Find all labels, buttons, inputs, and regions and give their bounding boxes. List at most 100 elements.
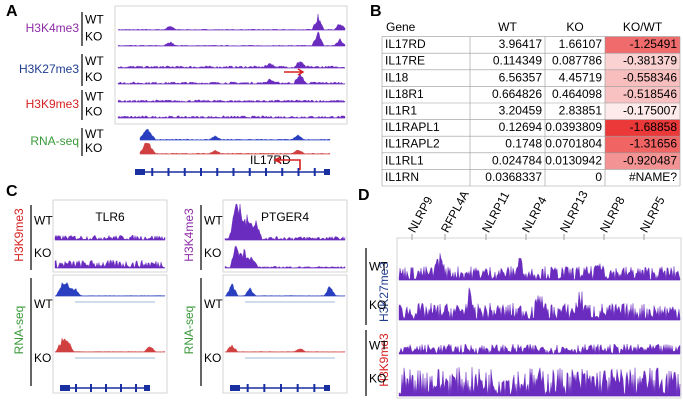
- panel-label: D: [358, 187, 370, 204]
- row-label: WT: [85, 127, 104, 141]
- heat-cell: [605, 136, 680, 153]
- signal-track: [54, 259, 166, 269]
- row-label: KO: [204, 351, 221, 365]
- row-label: WT: [369, 259, 388, 273]
- table-cell: 0.1748: [505, 137, 542, 151]
- heat-cell: [605, 86, 680, 103]
- table-cell: 0.024784: [492, 153, 542, 167]
- table-cell: 0.0130942: [545, 153, 602, 167]
- exon: [135, 384, 137, 392]
- row-label: WT: [85, 54, 104, 68]
- table-cell: 1.66107: [559, 37, 603, 51]
- table-cell: IL17RD: [385, 37, 426, 51]
- heat-cell: [605, 103, 680, 120]
- mark-label: H3K4me3: [26, 21, 80, 35]
- table-cell: #NAME?: [629, 170, 677, 184]
- arrow: [284, 68, 305, 76]
- exon: [313, 384, 316, 392]
- mark-label: H3K27me3: [377, 262, 391, 322]
- mark-label: H3K4me3: [182, 208, 196, 262]
- table-header: WT: [498, 20, 517, 34]
- table-cell: -0.175007: [623, 103, 677, 117]
- exon: [246, 384, 249, 392]
- row-label: KO: [369, 298, 386, 312]
- signal-track: [139, 128, 331, 141]
- table-cell: 0: [595, 170, 602, 184]
- exon: [200, 168, 202, 176]
- row-label: KO: [85, 70, 102, 84]
- signal-track: [117, 72, 346, 85]
- track-box: [114, 5, 348, 125]
- row-label: KO: [85, 30, 102, 44]
- signal-track: [54, 234, 166, 241]
- gene-name: NLRP9: [405, 194, 436, 235]
- table-cell: 0.0393809: [545, 120, 602, 134]
- exon: [297, 168, 300, 176]
- gene-name: RFPL4A: [438, 188, 472, 235]
- table-cell: -1.31656: [630, 137, 678, 151]
- table-cell: -0.518546: [623, 87, 677, 101]
- row-label: WT: [204, 213, 223, 227]
- row-label: WT: [34, 297, 53, 311]
- table-cell: IL1RAPL2: [385, 137, 440, 151]
- mark-label: H3K9me3: [26, 97, 80, 111]
- heat-cell: [605, 119, 680, 137]
- heat-cell: [605, 169, 680, 186]
- table-cell: 0.0701804: [545, 137, 602, 151]
- gene-name: NLRP5: [637, 194, 668, 235]
- table-cell: -0.920487: [623, 153, 677, 167]
- table-cell: -1.25491: [630, 37, 678, 51]
- table-cell: IL1RL1: [385, 153, 424, 167]
- gene-name: TLR6: [95, 210, 125, 224]
- exon: [135, 169, 145, 175]
- panel-label: B: [370, 3, 382, 20]
- exon: [313, 168, 316, 176]
- table-header: KO: [566, 20, 583, 34]
- table-cell: 0.464098: [552, 87, 602, 101]
- exon: [183, 168, 186, 176]
- row-label: KO: [369, 372, 386, 386]
- table-header: KO/WT: [623, 20, 663, 34]
- signal-track: [398, 367, 681, 397]
- row-label: WT: [369, 339, 388, 353]
- heat-cell: [605, 69, 680, 87]
- gene-name: PTGER4: [261, 210, 309, 224]
- mark-label: RNA-seq: [182, 306, 196, 355]
- panel-label: A: [6, 3, 18, 20]
- exon: [105, 384, 107, 392]
- signal-track: [117, 31, 346, 47]
- exon: [120, 384, 122, 392]
- row-label: KO: [85, 105, 102, 119]
- mark-label: H3K27me3: [19, 62, 79, 76]
- arrow: [273, 156, 301, 170]
- exon: [216, 168, 219, 176]
- table-cell: 0.087786: [552, 54, 602, 68]
- signal-track: [224, 245, 346, 269]
- track-box: [222, 274, 348, 394]
- exon: [151, 168, 154, 176]
- signal-track: [117, 13, 346, 31]
- table-cell: -1.68858: [630, 120, 678, 134]
- row-label: WT: [85, 90, 104, 104]
- gene-name: NLRP4: [519, 194, 550, 235]
- table-cell: IL18: [385, 70, 409, 84]
- table-cell: IL18R1: [385, 87, 424, 101]
- table-cell: 0.114349: [493, 54, 542, 68]
- exon: [265, 168, 267, 176]
- mark-label: RNA-seq: [12, 306, 26, 355]
- signal-track: [398, 287, 681, 321]
- table-cell: 6.56357: [499, 70, 543, 84]
- table-cell: IL1RN: [385, 170, 419, 184]
- exon: [144, 385, 150, 391]
- exon: [324, 385, 330, 391]
- track-box: [52, 199, 168, 273]
- track-box: [222, 199, 348, 273]
- table-cell: 3.20459: [499, 103, 543, 117]
- table-cell: 3.96417: [499, 37, 543, 51]
- exon: [167, 168, 170, 176]
- table-cell: 0.664826: [492, 87, 542, 101]
- exon: [248, 168, 251, 176]
- table-header: Gene: [386, 20, 416, 34]
- exon: [263, 384, 266, 392]
